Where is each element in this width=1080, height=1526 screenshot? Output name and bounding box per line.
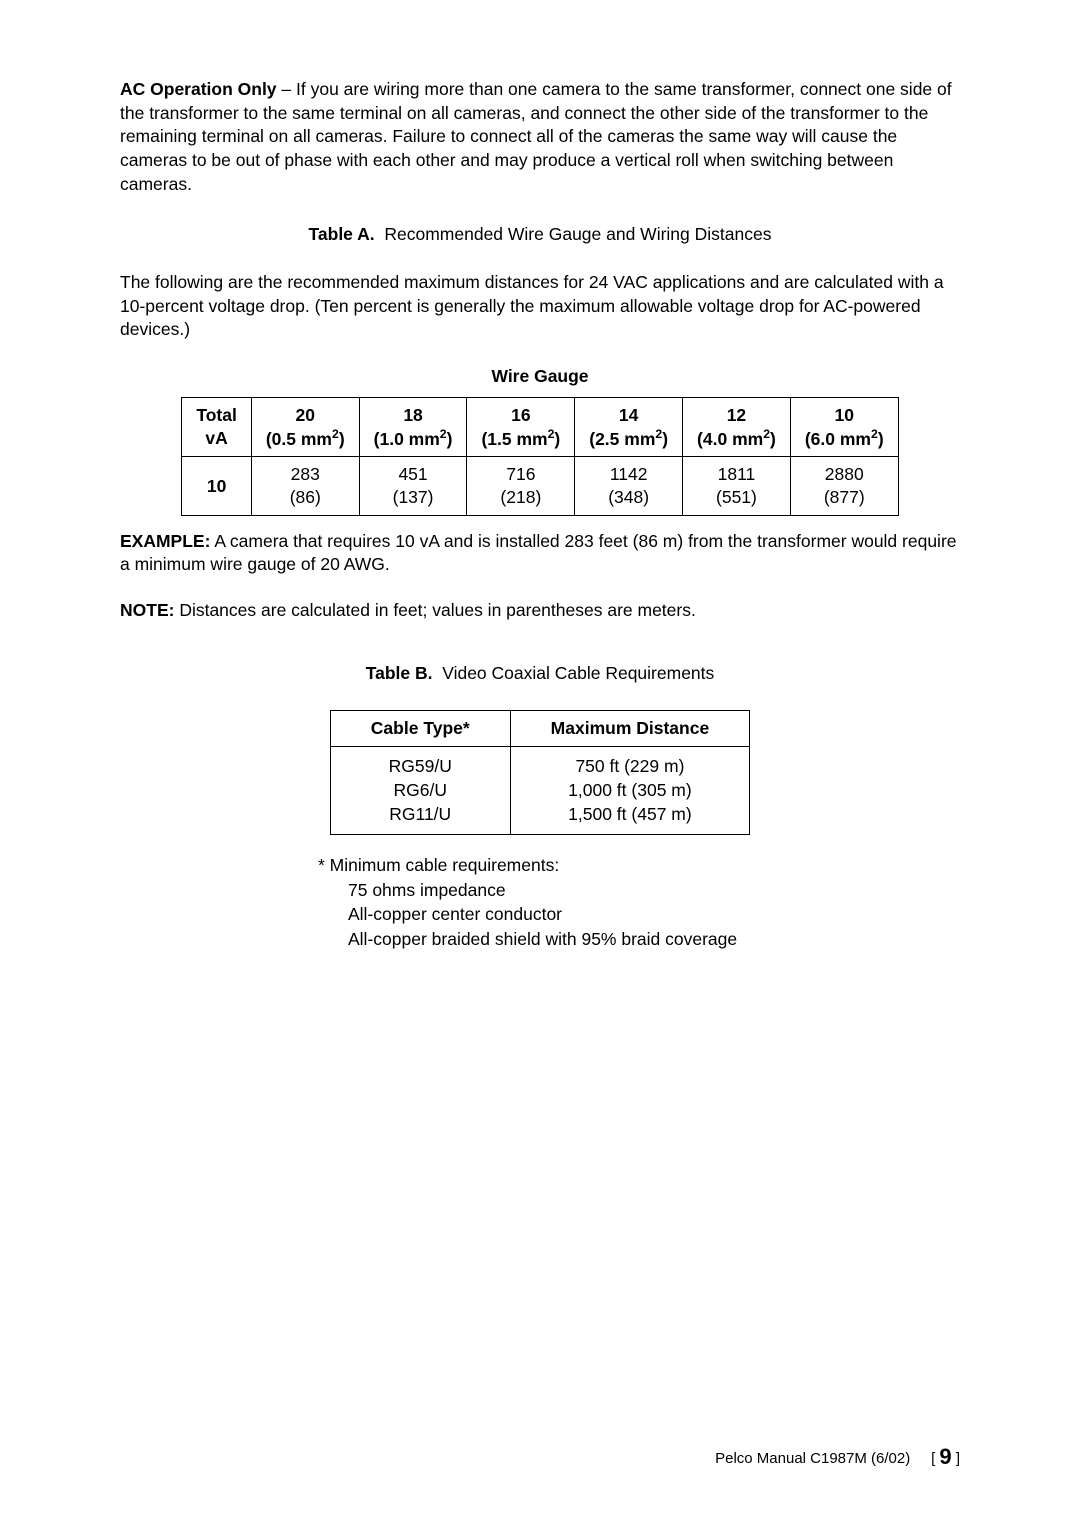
wire-gauge-table: Total vA 20 (0.5 mm2) 18 (1.0 mm2) 16 (1… [181,397,898,516]
footnote-line: All-copper center conductor [348,902,960,927]
th-mm: (1.0 mm2) [374,429,453,449]
example-label: EXAMPLE: [120,531,210,551]
footer-page-num: 9 [939,1444,951,1469]
th-mm: (0.5 mm2) [266,429,345,449]
footnote-line: 75 ohms impedance [348,878,960,903]
footnote-line: All-copper braided shield with 95% braid… [348,927,960,952]
example-para: EXAMPLE: A camera that requires 10 vA an… [120,530,960,577]
ac-operation-lead: AC Operation Only [120,79,277,99]
th-col: 10 (6.0 mm2) [790,398,898,457]
th-total: Total [196,405,237,425]
wire-gauge-subtitle: Wire Gauge [120,366,960,387]
td-val: 716(218) [467,457,575,516]
td-cable-dists: 750 ft (229 m) 1,000 ft (305 m) 1,500 ft… [510,747,750,835]
td-val: 1142(348) [575,457,683,516]
th-col: 20 (0.5 mm2) [251,398,359,457]
table-row: Total vA 20 (0.5 mm2) 18 (1.0 mm2) 16 (1… [182,398,898,457]
note-text: Distances are calculated in feet; values… [174,600,695,620]
table-b-caption-text: Video Coaxial Cable Requirements [442,663,714,683]
th-max-dist: Maximum Distance [510,710,750,747]
coax-footnotes: * Minimum cable requirements: 75 ohms im… [318,853,960,951]
th-col: 16 (1.5 mm2) [467,398,575,457]
table-row: RG59/U RG6/U RG11/U 750 ft (229 m) 1,000… [330,747,749,835]
th-va: vA [205,428,227,448]
th-col: 14 (2.5 mm2) [575,398,683,457]
page-footer: Pelco Manual C1987M (6/02) [ 9 ] [715,1444,960,1470]
table-a-caption-text: Recommended Wire Gauge and Wiring Distan… [384,224,771,244]
td-val: 1811(551) [683,457,791,516]
th-total-va: Total vA [182,398,252,457]
th-gauge: 16 [511,405,530,425]
coax-table: Cable Type* Maximum Distance RG59/U RG6/… [330,710,750,836]
th-gauge: 14 [619,405,638,425]
th-mm: (6.0 mm2) [805,429,884,449]
note-para: NOTE: Distances are calculated in feet; … [120,599,960,623]
footer-page-close: ] [952,1450,960,1467]
ac-operation-para: AC Operation Only – If you are wiring mo… [120,78,960,196]
example-text: A camera that requires 10 vA and is inst… [120,531,957,575]
th-cable-type: Cable Type* [330,710,510,747]
td-val: 451(137) [359,457,467,516]
td-val: 2880(877) [790,457,898,516]
td-val: 283(86) [251,457,359,516]
table-a-caption: Table A. Recommended Wire Gauge and Wiri… [120,224,960,245]
th-col: 18 (1.0 mm2) [359,398,467,457]
table-row: Cable Type* Maximum Distance [330,710,749,747]
th-gauge: 20 [296,405,315,425]
table-b-caption: Table B. Video Coaxial Cable Requirement… [120,663,960,684]
th-mm: (1.5 mm2) [481,429,560,449]
table-b-caption-label: Table B. [366,663,433,683]
th-gauge: 12 [727,405,746,425]
th-col: 12 (4.0 mm2) [683,398,791,457]
td-cable-types: RG59/U RG6/U RG11/U [330,747,510,835]
note-label: NOTE: [120,600,174,620]
table-row: 10 283(86) 451(137) 716(218) 1142(348) 1… [182,457,898,516]
th-mm: (4.0 mm2) [697,429,776,449]
table-a-caption-label: Table A. [309,224,375,244]
table-a-lead-para: The following are the recommended maximu… [120,271,960,342]
footer-manual-id: Pelco Manual C1987M (6/02) [715,1450,910,1467]
th-gauge: 18 [403,405,422,425]
th-mm: (2.5 mm2) [589,429,668,449]
footnote-star: * Minimum cable requirements: [318,853,960,878]
td-row-label: 10 [182,457,252,516]
th-gauge: 10 [835,405,854,425]
